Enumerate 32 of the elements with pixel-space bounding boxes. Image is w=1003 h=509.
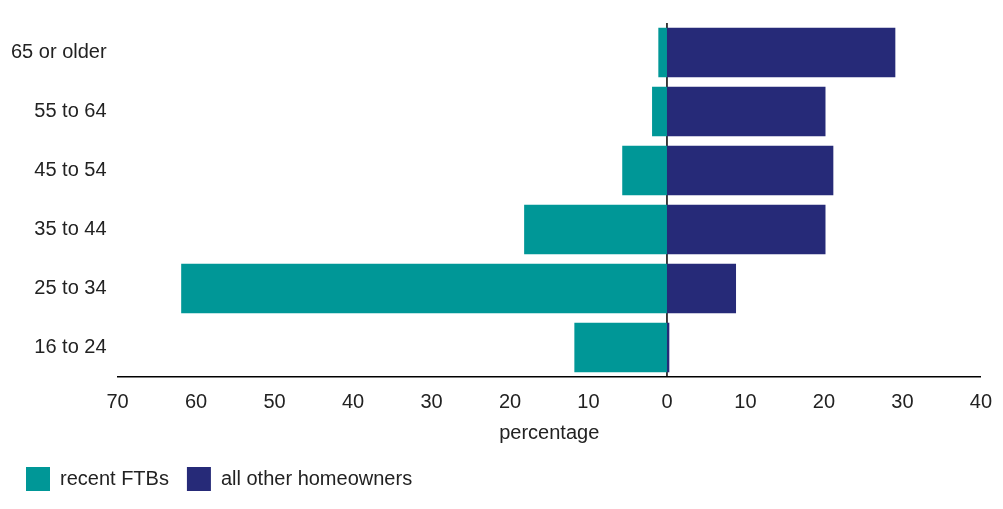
bar <box>666 145 834 196</box>
bar <box>181 263 667 314</box>
y-tick-label: 65 or older <box>10 40 107 63</box>
bar <box>666 27 896 78</box>
x-tick-label: 30 <box>420 389 443 412</box>
y-tick-label: 45 to 54 <box>34 158 107 181</box>
bar <box>666 204 826 255</box>
bar <box>524 204 667 255</box>
x-tick-label: 30 <box>891 389 914 412</box>
x-axis-title: percentage <box>499 420 600 443</box>
legend-label: recent FTBs <box>60 466 169 489</box>
bar <box>666 86 826 137</box>
bar <box>658 27 667 78</box>
x-tick-label: 40 <box>341 389 365 412</box>
y-tick-label: 16 to 24 <box>34 335 107 358</box>
x-tick-label: 20 <box>812 389 836 412</box>
x-tick-label: 50 <box>263 389 286 412</box>
bar <box>666 263 737 314</box>
y-tick-label: 55 to 64 <box>34 99 107 122</box>
bar <box>622 145 667 196</box>
legend-label: all other homeowners <box>220 466 413 489</box>
x-tick-label: 10 <box>577 389 600 412</box>
x-tick-label: 60 <box>184 389 208 412</box>
bar <box>574 322 667 373</box>
x-tick-label: 40 <box>969 389 992 412</box>
x-tick-label: 0 <box>661 389 673 412</box>
x-tick-label: 10 <box>734 389 757 412</box>
x-tick-label: 20 <box>498 389 522 412</box>
bar <box>652 86 667 137</box>
y-tick-label: 25 to 34 <box>34 276 107 299</box>
y-tick-label: 35 to 44 <box>34 217 107 240</box>
x-tick-label: 70 <box>106 389 129 412</box>
